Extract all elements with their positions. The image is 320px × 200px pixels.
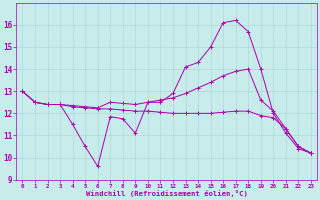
X-axis label: Windchill (Refroidissement éolien,°C): Windchill (Refroidissement éolien,°C) bbox=[86, 190, 248, 197]
